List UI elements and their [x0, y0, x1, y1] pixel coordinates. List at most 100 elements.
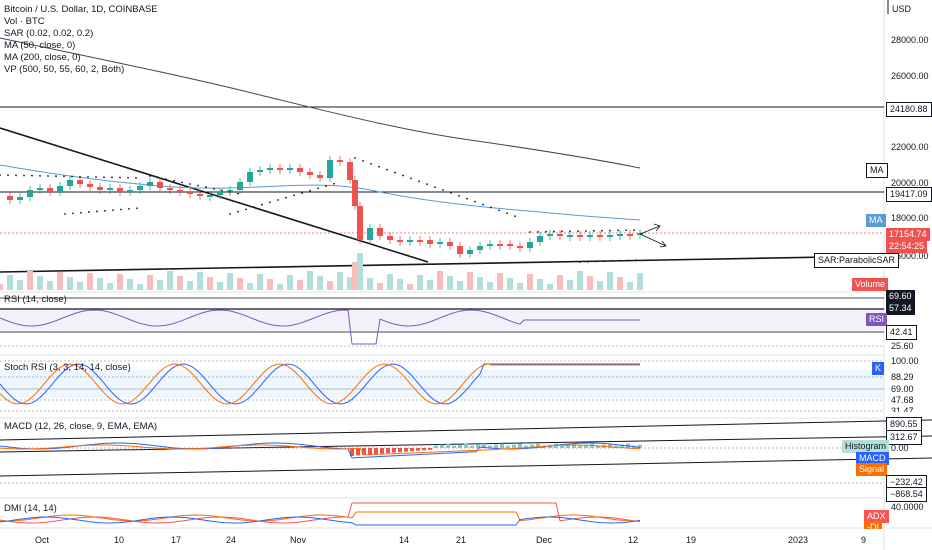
rsi-title[interactable]: RSI (14, close): [4, 294, 67, 305]
sar-dot: [577, 230, 579, 233]
candle-body: [87, 184, 93, 187]
legend-ma50[interactable]: MA (50, close, 0): [4, 40, 76, 51]
macd-level-tag[interactable]: 312.67: [886, 430, 922, 445]
projection-arrow-down[interactable]: [639, 233, 667, 248]
rsi-band: [0, 309, 884, 333]
currency-label[interactable]: USD: [892, 4, 912, 14]
sar-dot: [112, 209, 114, 212]
sar-dot: [506, 212, 508, 215]
ma50-tag[interactable]: MA: [866, 214, 886, 227]
sar-dot: [95, 176, 97, 178]
time-label: 12: [628, 535, 639, 545]
volume-bar: [487, 282, 493, 290]
volume-tag[interactable]: Volume: [852, 278, 889, 291]
candle-body: [377, 228, 383, 236]
trendline-support[interactable]: [0, 255, 885, 273]
candle-body: [127, 190, 133, 192]
time-label: Nov: [290, 535, 307, 545]
volume-bar: [107, 283, 113, 290]
rsi-level-tag[interactable]: 69.60: [886, 290, 915, 303]
macd-level-tag[interactable]: −868.54: [886, 487, 927, 502]
histogram-bar: [434, 445, 438, 448]
rsi-level-label: 25.60: [891, 341, 914, 351]
legend-vol[interactable]: Vol · BTC: [4, 16, 45, 27]
legend-vp[interactable]: VP (500, 50, 55, 60, 2, Both): [4, 64, 125, 75]
histogram-bar: [404, 448, 408, 452]
sar-tag[interactable]: SAR:ParabolicSAR: [814, 253, 900, 268]
last-price-tag[interactable]: 17154.74: [886, 228, 930, 241]
ma200-tag[interactable]: MA: [866, 163, 888, 178]
sar-dot: [72, 212, 74, 215]
candle-body: [387, 236, 393, 240]
sar-dot: [213, 187, 215, 190]
candle-body: [57, 186, 63, 192]
sar-dot: [490, 206, 492, 209]
volume-bar: [307, 271, 313, 290]
macd-trendline-low[interactable]: [0, 457, 932, 477]
rsi-level-tag[interactable]: 42.41: [886, 325, 917, 340]
candle-body: [307, 172, 313, 175]
candle-body: [627, 234, 633, 236]
volume-bar: [347, 277, 353, 290]
candle-body: [27, 190, 33, 197]
candle-body: [247, 172, 253, 182]
legend-sar[interactable]: SAR (0.02, 0.02, 0.2): [4, 28, 94, 39]
stoch-title[interactable]: Stoch RSI (3, 3, 14, 14, close): [4, 362, 131, 373]
time-label: 19: [686, 535, 697, 545]
sar-dot: [553, 230, 555, 233]
minus-di-tag[interactable]: -DI: [864, 521, 882, 529]
sar-dot: [261, 203, 263, 206]
macd-tag[interactable]: MACD: [856, 452, 889, 465]
volume-bar: [217, 282, 223, 290]
candle-body: [257, 170, 263, 172]
volume-bar: [17, 280, 23, 290]
candle-body: [597, 235, 603, 237]
candle-body: [277, 168, 283, 170]
sar-dot: [301, 192, 303, 194]
signal-tag[interactable]: Signal: [856, 463, 888, 476]
volume-bar: [117, 274, 123, 290]
adx-tag[interactable]: ADX: [864, 510, 889, 523]
sar-dot: [545, 230, 547, 233]
dmi-title[interactable]: DMI (14, 14): [4, 503, 57, 514]
volume-bar: [67, 277, 73, 290]
trendline-down[interactable]: [0, 127, 429, 263]
volume-bar: [617, 277, 623, 290]
volume-bar: [607, 272, 613, 290]
candle-body: [77, 180, 83, 184]
candle-body: [337, 160, 343, 162]
projection-arrow-up[interactable]: [639, 223, 661, 235]
price-tick: 22000.00: [891, 142, 929, 152]
volume-bar: [517, 283, 523, 290]
rsi-tag[interactable]: RSI: [866, 313, 888, 326]
macd-title[interactable]: MACD (12, 26, close, 9, EMA, EMA): [4, 421, 158, 432]
macd-trendline-top[interactable]: [0, 419, 932, 441]
legend-symbol[interactable]: Bitcoin / U.S. Dollar, 1D, COINBASE: [4, 4, 158, 15]
sar-dot: [617, 229, 619, 232]
level-tag-19417[interactable]: 19417.09: [886, 187, 932, 202]
sar-dot: [64, 213, 66, 215]
histogram-bar: [536, 443, 540, 448]
level-tag-24180[interactable]: 24180.88: [886, 102, 932, 117]
histogram-tag[interactable]: Histogram: [842, 440, 890, 453]
countdown-tag: 22:54:25: [886, 240, 928, 253]
ma50-line: [0, 164, 641, 221]
stoch-k-tag[interactable]: K: [872, 362, 885, 375]
sar-dot: [88, 211, 90, 213]
volume-bar: [167, 271, 173, 290]
volume-bar: [587, 276, 593, 290]
legend-ma200[interactable]: MA (200, close, 0): [4, 52, 81, 63]
histogram-bar: [398, 448, 402, 453]
histogram-bar: [560, 445, 564, 448]
volume-bar: [257, 274, 263, 290]
histogram-bar: [470, 445, 474, 448]
sar-dot: [394, 171, 396, 174]
sar-dot: [149, 175, 151, 177]
candle-body: [467, 250, 473, 254]
histogram-bar: [506, 445, 510, 448]
sar-dot: [474, 200, 476, 203]
rsi-level-tag[interactable]: 57.34: [886, 302, 915, 315]
stoch-level-label: 47.68: [891, 395, 914, 405]
volume-bar: [352, 262, 358, 290]
